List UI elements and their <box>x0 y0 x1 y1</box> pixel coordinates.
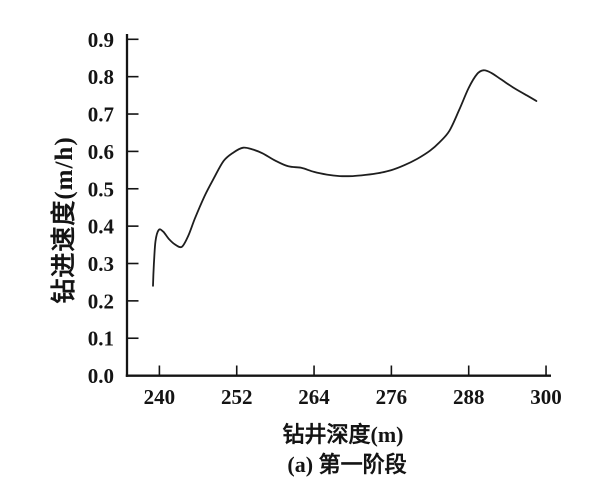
x-tick-label: 264 <box>298 385 330 409</box>
y-tick-label: 0.0 <box>88 364 114 388</box>
x-tick-label: 276 <box>376 385 408 409</box>
y-tick-label: 0.6 <box>88 140 114 164</box>
y-axis-label: 钻进速度(m/h) <box>51 136 78 304</box>
y-tick-label: 0.2 <box>88 289 114 313</box>
y-tick-label: 0.7 <box>88 103 114 127</box>
x-tick-label: 300 <box>530 385 562 409</box>
y-tick-label: 0.5 <box>88 177 114 201</box>
figure-caption: (a) 第一阶段 <box>287 452 407 477</box>
y-tick-label: 0.3 <box>88 252 114 276</box>
series-line <box>152 69 538 287</box>
x-tick-label: 252 <box>221 385 253 409</box>
y-tick-label: 0.9 <box>88 28 114 52</box>
y-tick-label: 0.4 <box>88 215 115 239</box>
x-tick-label: 288 <box>453 385 485 409</box>
y-tick-label: 0.8 <box>88 65 114 89</box>
x-tick-label: 240 <box>144 385 176 409</box>
y-tick-label: 0.1 <box>88 327 114 351</box>
x-axis-label: 钻井深度(m) <box>282 422 404 447</box>
